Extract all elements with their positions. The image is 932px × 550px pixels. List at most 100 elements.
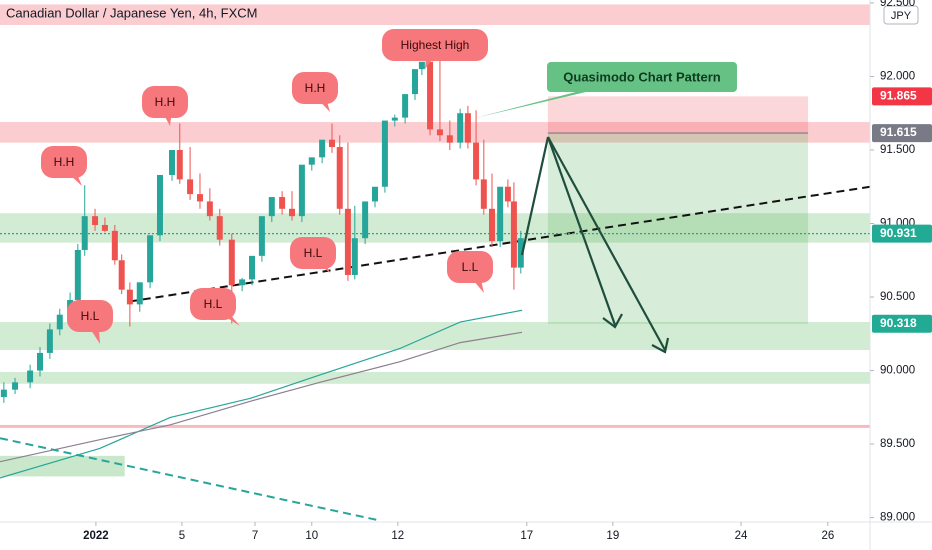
zone xyxy=(0,4,870,25)
candle-body xyxy=(27,370,34,383)
x-tick-label: 5 xyxy=(179,530,185,542)
candle-body xyxy=(169,149,176,175)
candle-body xyxy=(279,197,286,209)
candle-body xyxy=(504,186,511,202)
indicator-line xyxy=(129,185,871,303)
candle-body xyxy=(402,94,409,118)
candle-body xyxy=(436,129,443,136)
candle-body xyxy=(216,216,223,240)
candle-body xyxy=(147,235,154,283)
annotation: L.L xyxy=(462,260,479,274)
candle-body xyxy=(46,329,53,353)
price-tag-label: 90.931 xyxy=(880,226,917,240)
candle-body xyxy=(344,208,351,275)
arrows xyxy=(520,136,670,354)
candle-body xyxy=(464,113,471,143)
bubble xyxy=(547,62,737,92)
arrow xyxy=(546,136,617,326)
candle-body xyxy=(510,201,517,268)
indicator-line xyxy=(0,331,523,463)
bubble xyxy=(447,251,493,283)
candle-body xyxy=(381,120,388,187)
candle-body xyxy=(488,208,495,242)
price-tag-label: 90.318 xyxy=(880,316,917,330)
candle-body xyxy=(480,179,487,209)
price-tag-label: 91.615 xyxy=(880,125,917,139)
chart-title: Canadian Dollar / Japanese Yen, 4h, FXCM xyxy=(6,5,258,20)
candle-body xyxy=(126,289,133,305)
candle-body xyxy=(308,157,315,165)
candle-body xyxy=(196,194,203,202)
x-tick-label: 26 xyxy=(821,530,834,542)
zone xyxy=(0,122,870,143)
candle-body xyxy=(81,216,88,250)
candle-body xyxy=(0,389,7,398)
x-tick-label: 24 xyxy=(735,530,748,542)
candle-body xyxy=(118,260,125,290)
candle-body xyxy=(427,61,434,130)
candle-body xyxy=(319,139,326,158)
y-tick-label: 91.500 xyxy=(880,144,915,156)
y-tick-label: 92.500 xyxy=(880,0,915,9)
candle-body xyxy=(329,139,336,148)
zone xyxy=(547,96,809,134)
candle-body xyxy=(298,164,305,217)
zone xyxy=(0,455,125,477)
annotation: Highest High xyxy=(401,38,470,52)
price-tag xyxy=(872,87,932,106)
candle-body xyxy=(497,186,504,242)
candle-body xyxy=(12,382,19,390)
zone xyxy=(0,322,870,350)
candle-body xyxy=(111,230,118,261)
annotation: Quasimodo Chart Pattern xyxy=(563,69,721,84)
candle-body xyxy=(206,201,213,217)
bubble xyxy=(382,29,488,61)
candle-body xyxy=(418,61,425,70)
y-tick-label: 90.000 xyxy=(880,365,915,377)
annotation: H.L xyxy=(81,309,100,323)
candle-body xyxy=(362,201,369,239)
candle-body xyxy=(336,147,343,209)
zone xyxy=(0,213,870,243)
candle-body xyxy=(517,238,524,268)
candle-body xyxy=(372,186,379,202)
x-tick-label: 10 xyxy=(305,530,318,542)
arrow xyxy=(547,136,666,351)
annotation: H.H xyxy=(54,155,75,169)
annotation: H.L xyxy=(204,297,223,311)
price-tag xyxy=(872,224,932,243)
pattern-leg xyxy=(520,136,550,256)
x-tick-label: 12 xyxy=(391,530,404,542)
annotation: H.H xyxy=(305,81,326,95)
bubble xyxy=(190,288,236,320)
x-tick-label: 19 xyxy=(606,530,619,542)
price-tag xyxy=(872,124,932,143)
candle-body xyxy=(268,197,275,217)
y-tick-label: 89.500 xyxy=(880,438,915,450)
bubble xyxy=(142,86,188,118)
price-tag xyxy=(872,314,932,333)
candle-body xyxy=(473,142,480,180)
candle-body xyxy=(289,208,296,217)
candle-body xyxy=(258,216,265,256)
x-tick-label: 7 xyxy=(252,530,258,542)
candle-body xyxy=(156,174,163,236)
candle-body xyxy=(228,239,235,286)
candle-body xyxy=(239,279,246,286)
currency: JPY xyxy=(891,10,912,22)
candle-body xyxy=(446,135,453,143)
x-tick-label: 2022 xyxy=(83,530,109,542)
candle-body xyxy=(101,224,108,231)
annotation: H.H xyxy=(155,95,176,109)
price-tag-label: 91.865 xyxy=(880,88,917,102)
x-tick-label: 17 xyxy=(520,530,533,542)
y-tick-label: 90.500 xyxy=(880,291,915,303)
currency-box[interactable] xyxy=(883,5,919,25)
bubble xyxy=(290,237,336,269)
annotation: H.L xyxy=(304,246,323,260)
y-tick-label: 89.000 xyxy=(880,512,915,524)
candle-body xyxy=(176,149,183,180)
candle-body xyxy=(249,255,256,280)
candle-body xyxy=(187,179,194,195)
